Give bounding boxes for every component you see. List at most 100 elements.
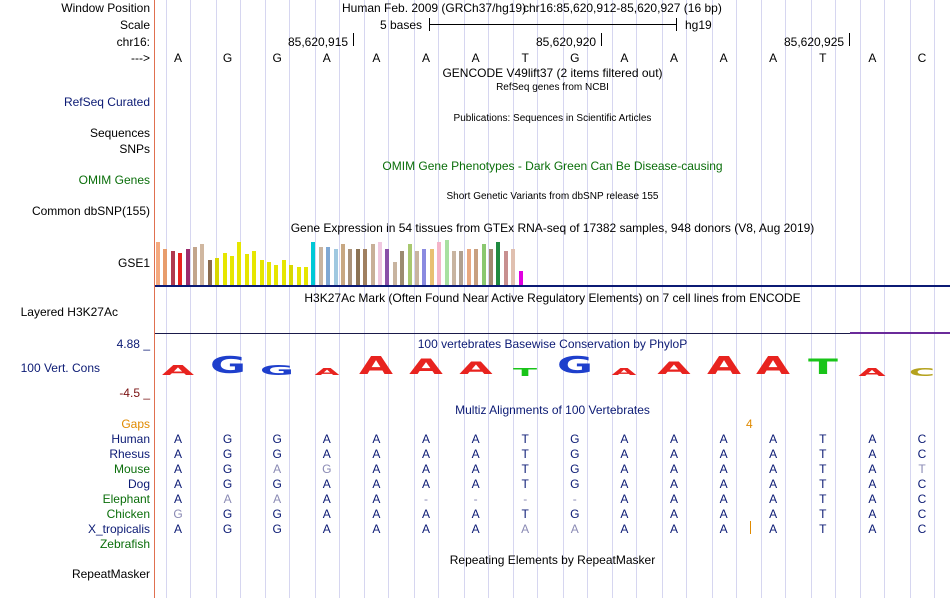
alignment-base: T [819, 507, 827, 521]
gse-bar[interactable] [518, 271, 523, 285]
coord-1: 85,620,915 [288, 35, 349, 49]
gse-bar[interactable] [156, 242, 160, 285]
gse-bar[interactable] [437, 242, 442, 285]
gse-bar[interactable] [200, 244, 205, 285]
gse-bar[interactable] [222, 253, 227, 285]
sequences-track-label[interactable]: Sequences [89, 126, 150, 140]
gse-bar[interactable] [333, 249, 338, 285]
sequence-base: A [421, 51, 430, 65]
gse-expression-bars[interactable] [155, 238, 535, 285]
gse-bar[interactable] [259, 260, 264, 285]
gse-bar[interactable] [318, 247, 323, 285]
h3k27ac-track-title[interactable]: H3K27Ac Mark (Often Found Near Active Re… [304, 291, 801, 305]
repeatmasker-track-label[interactable]: RepeatMasker [71, 567, 150, 581]
repeatmasker-track-title[interactable]: Repeating Elements by RepeatMasker [449, 553, 656, 567]
gse-bar[interactable] [355, 249, 360, 285]
snps-track-label[interactable]: SNPs [119, 142, 150, 156]
gse-bar[interactable] [511, 249, 516, 285]
gse-baseline [155, 285, 950, 287]
gse-track-label[interactable]: GSE1 [117, 256, 150, 270]
gse-bar[interactable] [244, 254, 249, 285]
gse-bar[interactable] [326, 247, 331, 285]
gse-bar[interactable] [296, 267, 301, 285]
gse-bar[interactable] [496, 242, 501, 285]
gse-bar[interactable] [289, 265, 294, 285]
gse-bar[interactable] [415, 251, 419, 285]
alignment-base: T [819, 522, 827, 536]
gse-bar[interactable] [207, 260, 212, 285]
track-display-area[interactable]: Human Feb. 2009 (GRCh37/hg19) chr16:85,6… [155, 0, 950, 598]
alignment-base: A [173, 522, 182, 536]
gse-bar[interactable] [163, 249, 168, 285]
alignment-base: C [917, 432, 927, 446]
h3k27ac-peak [850, 332, 950, 334]
alignment-base: A [322, 447, 331, 461]
omim-track-label[interactable]: OMIM Genes [78, 173, 150, 187]
gse-bar[interactable] [363, 249, 368, 285]
alignment-base: G [570, 432, 580, 446]
gse-bar[interactable] [489, 249, 493, 285]
gse-bar[interactable] [252, 251, 257, 285]
gtex-track-title[interactable]: Gene Expression in 54 tissues from GTEx … [290, 221, 815, 235]
gse-bar[interactable] [474, 249, 479, 285]
species-label: Human [111, 432, 150, 446]
gse-bar[interactable] [170, 251, 175, 285]
gse-bar[interactable] [459, 251, 464, 285]
gse-bar[interactable] [407, 244, 412, 285]
gse-bar[interactable] [392, 262, 397, 285]
gridline [761, 0, 763, 598]
gse-bar[interactable] [304, 267, 308, 285]
gse-bar[interactable] [281, 260, 286, 285]
gse-bar[interactable] [385, 249, 390, 285]
omim-track-title[interactable]: OMIM Gene Phenotypes - Dark Green Can Be… [382, 159, 723, 173]
conservation-letter: G [209, 353, 246, 379]
gencode-track-title[interactable]: GENCODE V49lift37 (2 items filtered out) [442, 66, 663, 80]
gridline [289, 0, 291, 598]
conservation-letter: G [556, 353, 593, 379]
alignment-base: G [272, 447, 282, 461]
dbsnp-track-title[interactable]: Short Genetic Variants from dbSNP releas… [446, 191, 659, 202]
gse-bar[interactable] [444, 240, 449, 285]
dbsnp-track-label[interactable]: Common dbSNP(155) [31, 204, 150, 218]
multiz-track-title[interactable]: Multiz Alignments of 100 Vertebrates [455, 403, 650, 417]
publications-track-title[interactable]: Publications: Sequences in Scientific Ar… [453, 113, 652, 124]
gse-bar[interactable] [193, 247, 197, 285]
gse-bar[interactable] [311, 242, 316, 285]
gse-bar[interactable] [215, 258, 220, 285]
cons-track-label[interactable]: 100 Vert. Cons [20, 361, 100, 375]
alignment-base: T [521, 432, 529, 446]
gse-bar[interactable] [230, 256, 234, 285]
gse-bar[interactable] [267, 262, 271, 285]
coord-3-tick [849, 33, 850, 46]
gse-bar[interactable] [370, 244, 375, 285]
alignment-base: A [719, 492, 728, 506]
alignment-base: C [917, 522, 927, 536]
gse-bar[interactable] [422, 249, 427, 285]
alignment-base: A [669, 507, 678, 521]
gse-bar[interactable] [378, 242, 382, 285]
gse-bar[interactable] [341, 244, 345, 285]
strand-arrow-label: ---> [131, 51, 150, 65]
gse-bar[interactable] [237, 242, 242, 285]
gse-bar[interactable] [274, 265, 279, 285]
gse-bar[interactable] [178, 253, 183, 285]
alignment-base: T [819, 492, 827, 506]
gse-bar[interactable] [429, 249, 434, 285]
gse-bar[interactable] [466, 249, 471, 285]
sequence-base: A [868, 51, 877, 65]
species-label: Dog [127, 477, 150, 491]
alignment-base: A [719, 507, 728, 521]
gse-bar[interactable] [348, 249, 353, 285]
cons-track-title[interactable]: 100 vertebrates Basewise Conservation by… [417, 337, 688, 351]
gridline [834, 0, 836, 598]
gse-bar[interactable] [185, 249, 190, 285]
gse-bar[interactable] [503, 251, 508, 285]
conservation-letter: A [756, 351, 791, 380]
gse-bar[interactable] [400, 251, 405, 285]
h3k27ac-track-label[interactable]: Layered H3K27Ac [20, 305, 118, 319]
gse-bar[interactable] [481, 244, 486, 285]
scale-bar-right-tick [676, 18, 677, 31]
species-label: Elephant [102, 492, 150, 506]
gse-bar[interactable] [452, 251, 456, 285]
refseq-track-label[interactable]: RefSeq Curated [63, 95, 150, 109]
